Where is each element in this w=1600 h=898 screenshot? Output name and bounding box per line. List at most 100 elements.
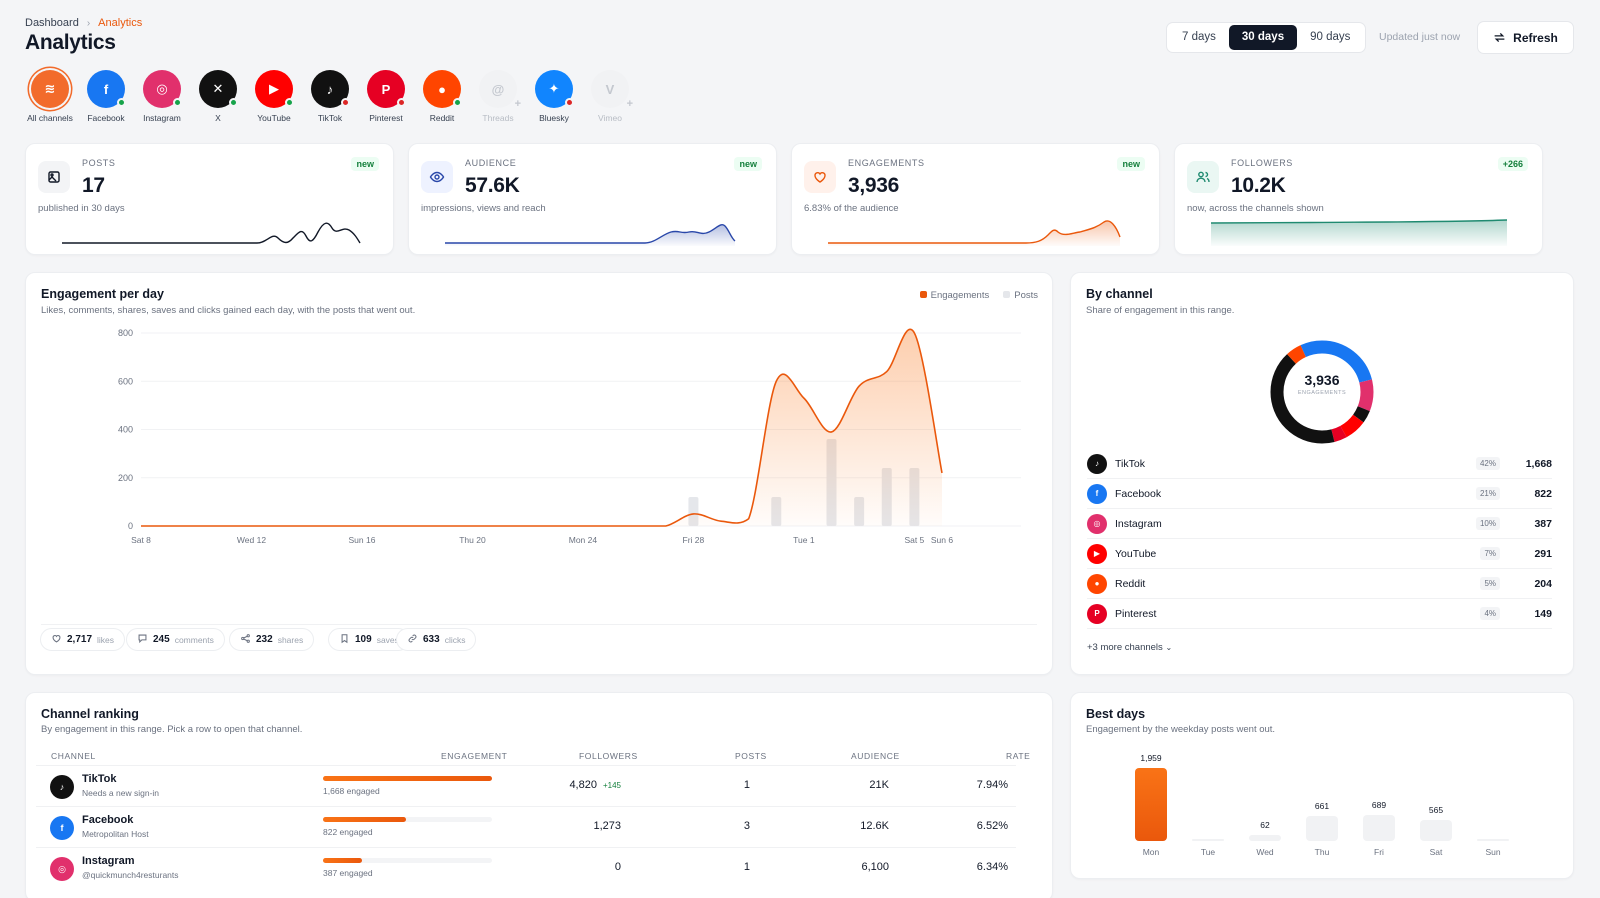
total-comments[interactable]: 245 comments — [126, 628, 225, 651]
total-likes[interactable]: 2,717 likes — [40, 628, 126, 651]
legend-engagements[interactable]: Engagements — [919, 290, 990, 301]
best-day-bar-fri[interactable] — [1363, 815, 1395, 841]
best-day-bar-tue[interactable] — [1192, 839, 1224, 841]
col-posts[interactable]: POSTS — [735, 751, 767, 761]
engagements-line[interactable] — [140, 328, 943, 527]
col-followers[interactable]: FOLLOWERS — [579, 751, 638, 761]
col-channel[interactable]: CHANNEL — [51, 751, 96, 761]
channel-filter-facebook[interactable]: f Facebook — [78, 70, 134, 123]
total-unit: shares — [277, 634, 304, 645]
range-7-days[interactable]: 7 days — [1182, 31, 1216, 43]
channel-icon: ● — [423, 70, 462, 108]
channel-icon: P — [367, 70, 406, 108]
legend-label: Engagements — [930, 290, 990, 301]
col-rate[interactable]: RATE — [1006, 751, 1031, 761]
channel-filter-bluesky[interactable]: ✦ Bluesky — [526, 70, 582, 123]
y-tick-label: 400 — [118, 425, 133, 435]
x-tick-label: Mon 24 — [569, 535, 598, 545]
donut-slice[interactable] — [1270, 340, 1374, 444]
status-dot — [285, 98, 294, 107]
channel-share-facebook[interactable]: f Facebook 21% 822 — [1087, 479, 1552, 509]
x-tick-label: Thu 20 — [459, 535, 486, 545]
channel-share-tiktok[interactable]: ♪ TikTok 42% 1,668 — [1087, 449, 1552, 479]
channel-share-youtube[interactable]: ▶ YouTube 7% 291 — [1087, 539, 1552, 569]
channel-icon: @ + — [479, 70, 521, 110]
col-audience[interactable]: AUDIENCE — [851, 751, 900, 761]
channel-filter-instagram[interactable]: ◎ Instagram — [134, 70, 190, 123]
range-30-days[interactable]: 30 days — [1228, 25, 1298, 50]
channel-filter-youtube[interactable]: ▶ YouTube — [246, 70, 302, 123]
total-clicks[interactable]: 633 clicks — [396, 628, 477, 651]
chart-legend: Engagements Posts — [919, 290, 1038, 301]
donut-slice[interactable] — [1270, 340, 1374, 444]
page-title: Analytics — [25, 31, 116, 54]
legend-swatch — [919, 291, 927, 298]
y-tick-label: 0 — [128, 521, 133, 531]
engagement-bar-fill — [323, 776, 492, 781]
channel-filter-all-channels[interactable]: ≋ All channels — [22, 70, 78, 123]
channel-label: Bluesky — [539, 113, 569, 123]
best-day-value: 661 — [1314, 801, 1330, 812]
channel-icon: ▶ — [255, 70, 294, 108]
best-day-bar-thu[interactable] — [1306, 816, 1338, 841]
best-day-bar-sun[interactable] — [1477, 839, 1509, 841]
best-day-bar-sat[interactable] — [1420, 819, 1452, 841]
row-channel-sub: @quickmunch4resturants — [82, 870, 179, 880]
channel-filter-reddit[interactable]: ● Reddit — [414, 70, 470, 123]
more-channels-toggle[interactable]: +3 more channels ⌄ — [1087, 642, 1172, 653]
breadcrumb-dashboard[interactable]: Dashboard — [25, 17, 79, 29]
best-days-title: Best days — [1086, 707, 1146, 721]
facebook-icon: f — [1087, 483, 1107, 504]
channel-name: TikTok — [1115, 457, 1145, 470]
col-engagement[interactable]: ENGAGEMENT — [441, 751, 508, 761]
row-posts: 1 — [743, 779, 750, 791]
stat-badge: new — [351, 157, 379, 171]
best-day-label: Fri — [1374, 847, 1384, 857]
stat-card-posts[interactable]: POSTS 17 published in 30 days new — [25, 143, 394, 255]
channel-percent: 10% — [1475, 517, 1500, 530]
stat-value: 10.2K — [1231, 174, 1286, 197]
best-day-bar-wed[interactable] — [1249, 835, 1281, 841]
total-saves[interactable]: 109 saves — [328, 628, 410, 651]
donut-slice[interactable] — [1270, 340, 1374, 444]
table-row[interactable]: ♪ TikTok Needs a new sign-in 1,668 engaged 4… — [36, 765, 1016, 806]
status-dot — [173, 98, 182, 107]
image-icon — [38, 161, 70, 193]
table-row[interactable]: f Facebook Metropolitan Host 822 engaged 1,2… — [36, 806, 1016, 847]
range-90-days[interactable]: 90 days — [1310, 31, 1351, 43]
stat-value: 57.6K — [465, 174, 520, 197]
stat-card-followers[interactable]: FOLLOWERS 10.2K now, across the channels s… — [1174, 143, 1543, 255]
followers-value: 4,820 — [569, 779, 597, 791]
followers-gain: +145 — [602, 781, 621, 790]
stat-card-audience[interactable]: AUDIENCE 57.6K impressions, views and reac… — [408, 143, 777, 255]
stat-card-engagements[interactable]: ENGAGEMENTS 3,936 6.83% of the audience new — [791, 143, 1160, 255]
stat-label: ENGAGEMENTS — [848, 158, 925, 168]
channel-filter-threads[interactable]: @ + Threads — [470, 70, 526, 123]
x-tick-label: Sun 6 — [931, 535, 953, 545]
total-shares[interactable]: 232 shares — [229, 628, 315, 651]
heart-icon — [51, 633, 62, 647]
table-row[interactable]: ◎ Instagram @quickmunch4resturants 387 enga… — [36, 847, 1016, 888]
channel-icon: ✕ — [199, 70, 238, 108]
channel-share-reddit[interactable]: ● Reddit 5% 204 — [1087, 569, 1552, 599]
tiktok-icon: ♪ — [1087, 453, 1107, 474]
best-days-subtitle: Engagement by the weekday posts went out… — [1086, 724, 1276, 735]
refresh-button[interactable]: Refresh — [1477, 21, 1574, 54]
channel-share-pinterest[interactable]: P Pinterest 4% 149 — [1087, 599, 1552, 629]
reddit-icon: ● — [1087, 573, 1107, 594]
users-icon — [1187, 161, 1219, 193]
best-day-bar-mon[interactable] — [1135, 768, 1167, 841]
channel-label: TikTok — [317, 113, 343, 123]
channel-filter-vimeo[interactable]: V + Vimeo — [582, 70, 638, 123]
channel-filter-tiktok[interactable]: ♪ TikTok — [302, 70, 358, 123]
total-value: 2,717 — [67, 634, 93, 645]
by-channel-subtitle: Share of engagement in this range. — [1086, 305, 1235, 316]
channel-share-instagram[interactable]: ◎ Instagram 10% 387 — [1087, 509, 1552, 539]
total-value: 633 — [423, 634, 440, 645]
legend-posts[interactable]: Posts — [1003, 290, 1038, 301]
channel-filter-x[interactable]: ✕ X — [190, 70, 246, 123]
channel-label: YouTube — [257, 113, 291, 123]
status-dot — [229, 98, 238, 107]
channel-filter-pinterest[interactable]: P Pinterest — [358, 70, 414, 123]
row-posts: 3 — [743, 820, 750, 832]
